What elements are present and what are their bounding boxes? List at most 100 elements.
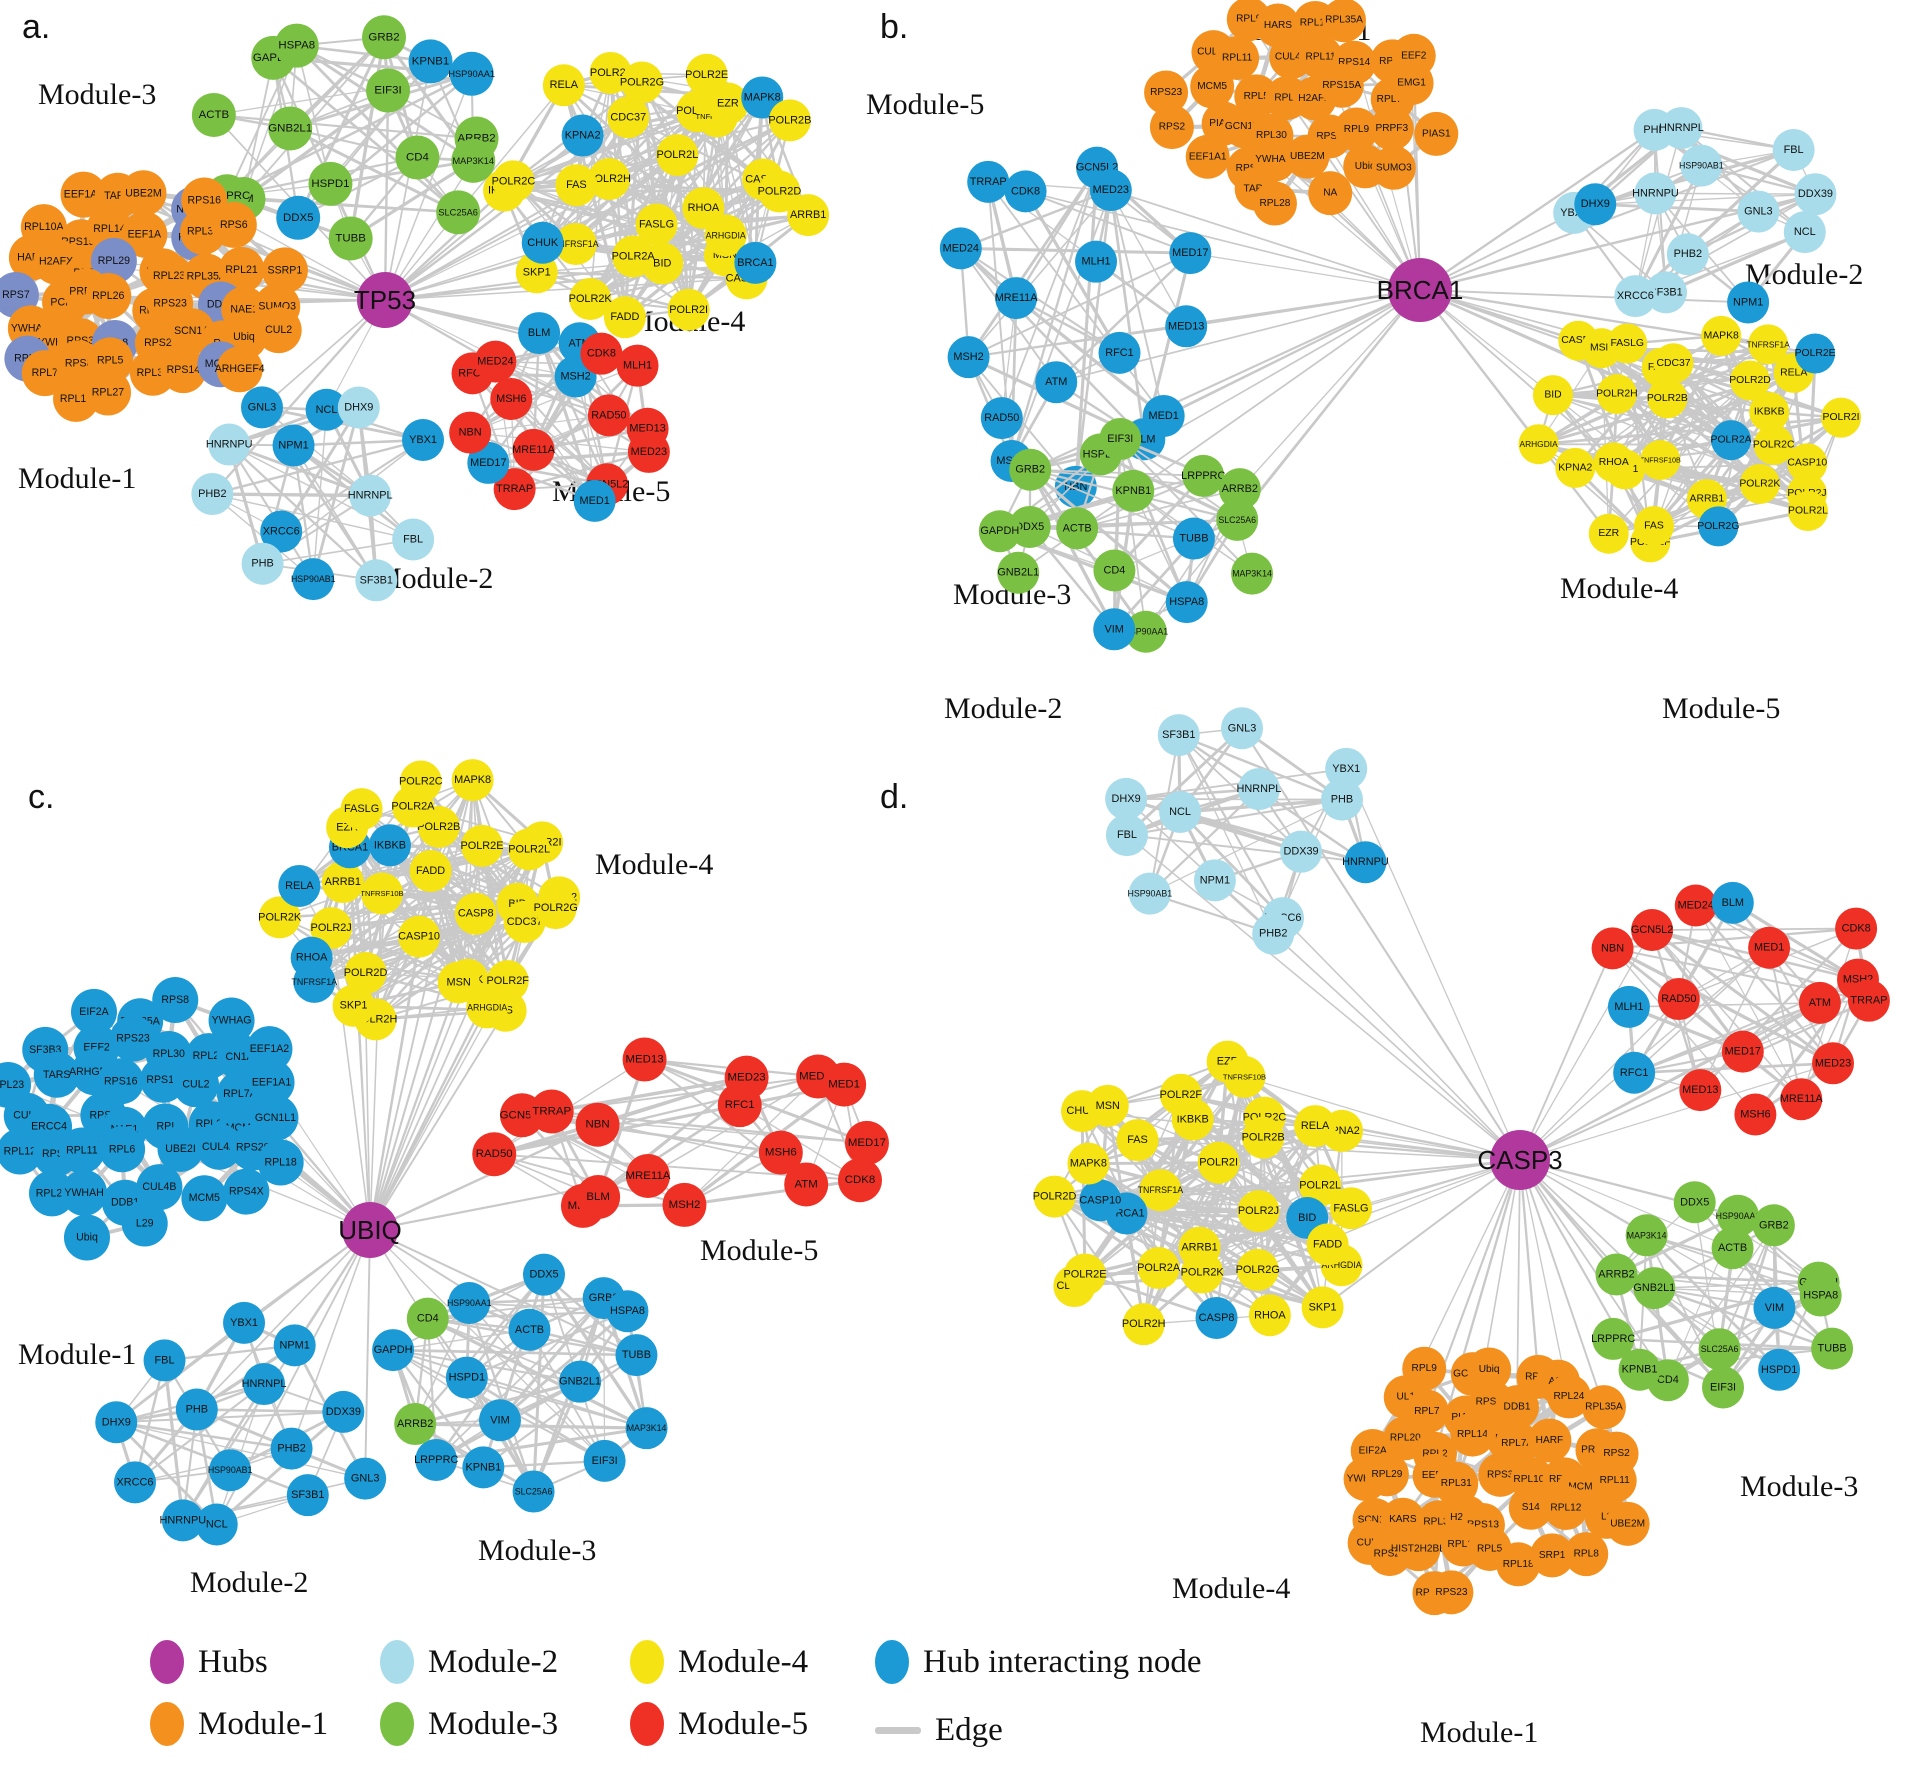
network-node[interactable]: MED1 — [573, 479, 616, 522]
network-node[interactable]: RPS23 — [109, 1015, 156, 1062]
network-node[interactable]: DDX39 — [1280, 830, 1323, 873]
network-node[interactable]: MSN — [437, 961, 480, 1004]
network-node[interactable]: HSP90AA1 — [1716, 1194, 1761, 1237]
network-node[interactable]: RAD50 — [980, 397, 1023, 440]
network-node[interactable]: NPM1 — [272, 424, 315, 467]
network-node[interactable]: RPL6 — [99, 1126, 146, 1173]
network-node[interactable]: CASP8 — [454, 892, 497, 935]
network-node[interactable]: BID — [1532, 375, 1573, 416]
network-node[interactable]: HSP90AA1 — [447, 1282, 492, 1325]
network-node[interactable]: DDX5 — [1673, 1181, 1716, 1224]
hub-node-tp53[interactable]: TP53 — [354, 272, 416, 328]
network-node[interactable]: SKP1 — [332, 984, 375, 1027]
network-node[interactable]: TNFRSF1A — [1138, 1169, 1184, 1212]
network-node[interactable]: HSPA8 — [274, 23, 319, 68]
network-node[interactable]: GNL3 — [344, 1457, 387, 1500]
network-node[interactable]: CDC37 — [607, 96, 650, 139]
network-node[interactable]: ARHGDIA — [704, 214, 747, 257]
network-node[interactable]: POLR2H — [1596, 374, 1638, 415]
network-node[interactable]: RAD50 — [587, 394, 630, 437]
network-node[interactable]: GRB2 — [1752, 1204, 1795, 1247]
network-node[interactable]: PHB2 — [1252, 912, 1295, 955]
network-node[interactable]: RPS14 — [160, 347, 207, 394]
network-node[interactable]: ARRB2 — [1218, 468, 1261, 511]
network-node[interactable]: YBX1 — [1325, 747, 1368, 790]
network-node[interactable]: PRPF3 — [1369, 106, 1414, 151]
network-node[interactable]: MSH2 — [662, 1182, 707, 1227]
network-node[interactable]: POLR2I — [667, 288, 710, 331]
network-node[interactable]: FASLG — [635, 203, 678, 246]
network-node[interactable]: CASP10 — [1787, 443, 1827, 484]
network-node[interactable]: IKBKB — [1749, 391, 1790, 432]
network-node[interactable]: PHB2 — [191, 473, 234, 516]
network-node[interactable]: UBE2M — [120, 170, 167, 217]
network-node[interactable]: RPS8 — [152, 976, 199, 1023]
network-node[interactable]: CD4 — [406, 1297, 449, 1340]
network-node[interactable]: FADD — [409, 849, 452, 892]
network-node[interactable]: POLR2B — [768, 99, 811, 142]
network-node[interactable]: EEF1A — [121, 211, 168, 258]
network-node[interactable]: HSP90AB1 — [291, 558, 336, 601]
network-node[interactable]: RPL35A — [1581, 1385, 1626, 1430]
network-node[interactable]: ACTB — [191, 92, 236, 137]
network-node[interactable]: CASP10 — [398, 915, 441, 958]
network-node[interactable]: MED24 — [1674, 884, 1717, 927]
network-node[interactable]: MED23 — [1089, 169, 1132, 212]
network-node[interactable]: KPNA2 — [1555, 447, 1596, 488]
network-node[interactable]: SUMO3 — [1371, 145, 1416, 190]
network-node[interactable]: SLC25A6 — [1698, 1328, 1741, 1371]
network-node[interactable]: EEF1A1 — [60, 171, 107, 218]
network-node[interactable]: POLR2B — [1647, 378, 1688, 419]
network-node[interactable]: RELA — [278, 864, 321, 907]
network-node[interactable]: POLR2A — [612, 235, 656, 278]
network-node[interactable]: HSPD1 — [308, 161, 353, 206]
network-node[interactable]: MSN — [1086, 1084, 1129, 1127]
network-node[interactable]: EZR — [1588, 513, 1629, 554]
network-node[interactable]: BRCA1 — [734, 241, 777, 284]
network-node[interactable]: HSPA8 — [1799, 1274, 1842, 1317]
network-node[interactable]: MAP3K14 — [1625, 1214, 1668, 1257]
network-node[interactable]: POLR2C — [1753, 424, 1795, 465]
network-node[interactable]: DHX9 — [95, 1401, 138, 1444]
network-node[interactable]: YBX1 — [223, 1301, 266, 1344]
network-node[interactable]: POLR2D — [344, 951, 388, 994]
network-node[interactable]: POLR2D — [758, 170, 802, 213]
network-node[interactable]: POLR2K — [569, 277, 613, 320]
network-node[interactable]: POLR2E — [1063, 1253, 1106, 1296]
network-node[interactable]: MED13 — [1165, 305, 1208, 348]
network-node[interactable]: POLR2J — [1237, 1190, 1280, 1233]
network-node[interactable]: CASP8 — [1195, 1296, 1238, 1339]
network-node[interactable]: MED13 — [1679, 1069, 1722, 1112]
network-node[interactable]: GNB2L1 — [997, 551, 1040, 594]
network-node[interactable]: FASLG — [1329, 1187, 1372, 1230]
network-node[interactable]: ARRB1 — [787, 194, 830, 237]
network-node[interactable]: MCM5 — [181, 1175, 228, 1222]
network-node[interactable]: TNFRSF1A — [553, 222, 599, 265]
network-node[interactable]: TUBB — [328, 216, 373, 261]
network-node[interactable]: RFC1 — [1098, 331, 1141, 374]
network-node[interactable]: SRP1 — [1530, 1533, 1575, 1578]
network-node[interactable]: HSPA8 — [1165, 581, 1208, 624]
network-node[interactable]: SF3B1 — [355, 559, 398, 602]
network-node[interactable]: VIM — [478, 1399, 521, 1442]
network-node[interactable]: POLR2H — [587, 158, 631, 201]
network-node[interactable]: POLR2E — [460, 824, 504, 867]
network-node[interactable]: HNRNPL — [1659, 107, 1704, 150]
network-node[interactable]: HARF — [1527, 1418, 1572, 1463]
network-node[interactable]: XRCC6 — [1614, 275, 1657, 318]
network-node[interactable]: RPL26 — [85, 273, 132, 320]
network-node[interactable]: XRCC6 — [260, 510, 303, 553]
network-node[interactable]: HNRNPU — [206, 423, 253, 466]
network-node[interactable]: RPL24 — [1546, 1374, 1591, 1419]
network-node[interactable]: HNRNPU — [160, 1499, 207, 1542]
network-node[interactable]: MSH6 — [1734, 1093, 1777, 1136]
network-node[interactable]: LRPPRC — [414, 1439, 458, 1482]
network-node[interactable]: POLR2I — [1821, 397, 1862, 438]
network-node[interactable]: DHX9 — [337, 386, 380, 429]
network-node[interactable]: MLH1 — [1607, 985, 1650, 1028]
network-node[interactable]: GNB2L1 — [559, 1360, 602, 1403]
network-node[interactable]: RPS23 — [1429, 1570, 1474, 1615]
network-node[interactable]: POLR2L — [1787, 491, 1828, 532]
network-node[interactable]: BLM — [1711, 881, 1754, 924]
network-node[interactable]: HSP90AB1 — [1679, 144, 1724, 187]
